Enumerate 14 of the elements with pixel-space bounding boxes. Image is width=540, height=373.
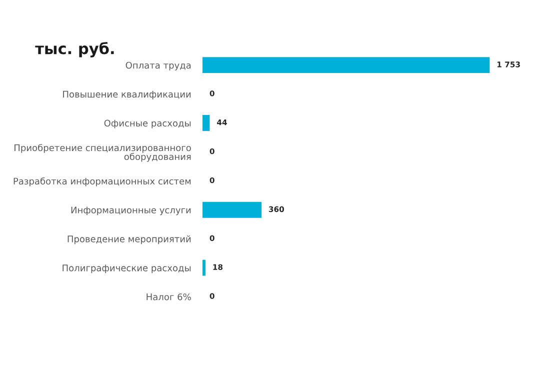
y-tick-label: Оплата труда bbox=[126, 62, 191, 70]
bar bbox=[202, 115, 210, 131]
y-tick-label: Проведение мероприятий bbox=[68, 235, 191, 244]
bar bbox=[202, 260, 206, 276]
y-tick-label: Приобретение специализированного оборудования bbox=[14, 144, 191, 162]
y-tick-label: Налог 6% bbox=[146, 293, 191, 300]
y-tick-label: Информационные услуги bbox=[71, 206, 191, 216]
y-tick-label: Разработка информационных систем bbox=[14, 177, 191, 186]
y-tick-label: Повышение квалификации bbox=[63, 90, 191, 100]
y-tick-label: Офисные расходы bbox=[104, 120, 191, 128]
bar bbox=[202, 202, 262, 218]
text: тыс. руб. bbox=[35, 42, 114, 58]
bar bbox=[202, 57, 490, 74]
y-tick-label: Полиграфические расходы bbox=[62, 264, 191, 274]
